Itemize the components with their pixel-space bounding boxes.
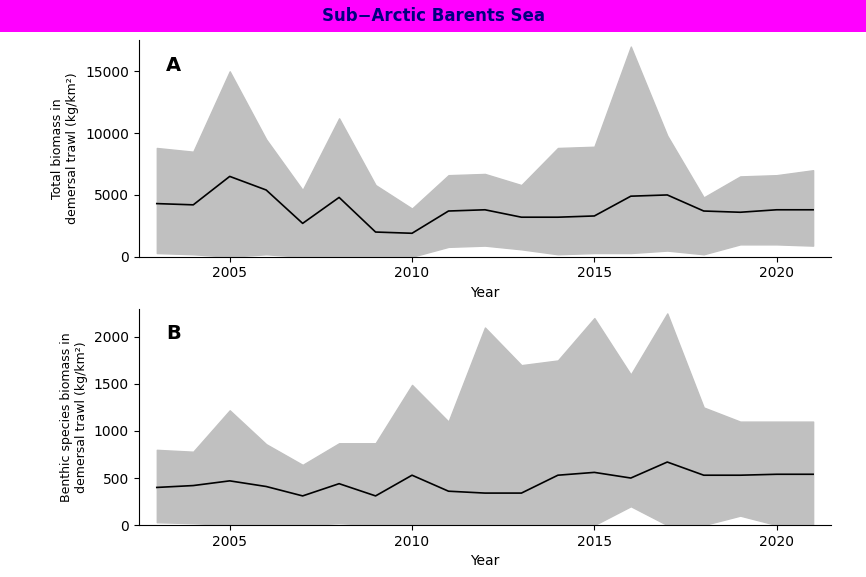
- X-axis label: Year: Year: [470, 286, 500, 300]
- Y-axis label: Benthic species biomass in
demersal trawl (kg/km²): Benthic species biomass in demersal traw…: [60, 332, 88, 501]
- Text: B: B: [166, 324, 181, 343]
- Text: Sub−Arctic Barents Sea: Sub−Arctic Barents Sea: [321, 7, 545, 25]
- Y-axis label: Total biomass in
demersal trawl (kg/km²): Total biomass in demersal trawl (kg/km²): [51, 73, 80, 224]
- Text: A: A: [166, 55, 181, 74]
- X-axis label: Year: Year: [470, 554, 500, 568]
